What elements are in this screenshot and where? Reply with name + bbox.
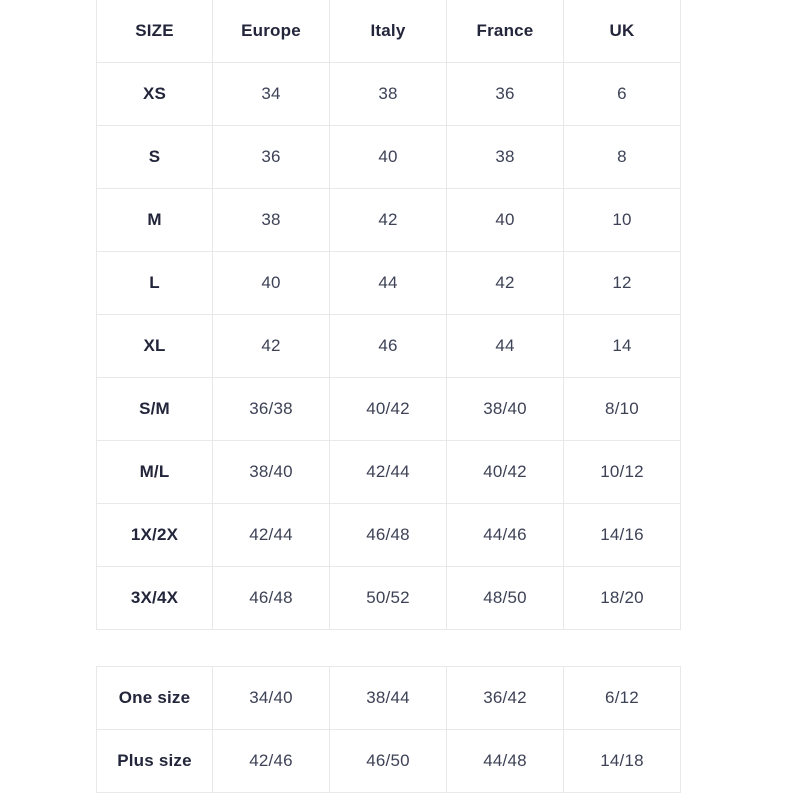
cell-france: 36	[446, 62, 564, 126]
cell-italy: 38/44	[329, 666, 447, 730]
cell-uk: 8	[563, 125, 681, 189]
column-header-size: SIZE	[96, 0, 213, 63]
cell-europe: 34/40	[212, 666, 330, 730]
size-table-body: XS 34 38 36 6 S 36 40 38 8 M 38 42	[96, 62, 681, 630]
table-row: S/M 36/38 40/42 38/40 8/10	[96, 377, 681, 441]
table-row: XL 42 46 44 14	[96, 314, 681, 378]
size-table-header: SIZE Europe Italy France UK	[96, 0, 681, 63]
cell-europe: 42/44	[212, 503, 330, 567]
one-size-plus-size-table-body: One size 34/40 38/44 36/42 6/12 Plus siz…	[96, 666, 681, 793]
cell-size: Plus size	[96, 729, 213, 793]
cell-europe: 42	[212, 314, 330, 378]
cell-size: L	[96, 251, 213, 315]
column-header-uk: UK	[563, 0, 681, 63]
cell-france: 40/42	[446, 440, 564, 504]
cell-uk: 10	[563, 188, 681, 252]
cell-france: 36/42	[446, 666, 564, 730]
cell-italy: 46	[329, 314, 447, 378]
cell-italy: 46/50	[329, 729, 447, 793]
size-conversion-table: SIZE Europe Italy France UK XS 34 38 36 …	[96, 0, 681, 630]
cell-italy: 44	[329, 251, 447, 315]
cell-size: M/L	[96, 440, 213, 504]
cell-europe: 36	[212, 125, 330, 189]
table-row: One size 34/40 38/44 36/42 6/12	[96, 666, 681, 730]
table-row: L 40 44 42 12	[96, 251, 681, 315]
cell-france: 48/50	[446, 566, 564, 630]
table-row: M/L 38/40 42/44 40/42 10/12	[96, 440, 681, 504]
table-row: 1X/2X 42/44 46/48 44/46 14/16	[96, 503, 681, 567]
cell-italy: 42/44	[329, 440, 447, 504]
cell-uk: 6/12	[563, 666, 681, 730]
cell-italy: 38	[329, 62, 447, 126]
one-size-plus-size-table: One size 34/40 38/44 36/42 6/12 Plus siz…	[96, 666, 681, 793]
cell-europe: 34	[212, 62, 330, 126]
cell-france: 38/40	[446, 377, 564, 441]
column-header-europe: Europe	[212, 0, 330, 63]
cell-uk: 12	[563, 251, 681, 315]
cell-france: 40	[446, 188, 564, 252]
cell-size: S	[96, 125, 213, 189]
cell-size: One size	[96, 666, 213, 730]
cell-france: 44	[446, 314, 564, 378]
column-header-italy: Italy	[329, 0, 447, 63]
cell-europe: 46/48	[212, 566, 330, 630]
cell-europe: 42/46	[212, 729, 330, 793]
cell-uk: 14	[563, 314, 681, 378]
cell-france: 44/46	[446, 503, 564, 567]
cell-europe: 38	[212, 188, 330, 252]
table-row: M 38 42 40 10	[96, 188, 681, 252]
cell-uk: 14/16	[563, 503, 681, 567]
cell-size: M	[96, 188, 213, 252]
cell-italy: 40/42	[329, 377, 447, 441]
cell-size: XL	[96, 314, 213, 378]
cell-size: 3X/4X	[96, 566, 213, 630]
one-size-plus-size-table-container: One size 34/40 38/44 36/42 6/12 Plus siz…	[96, 666, 681, 793]
cell-italy: 40	[329, 125, 447, 189]
cell-size: S/M	[96, 377, 213, 441]
cell-italy: 50/52	[329, 566, 447, 630]
cell-france: 44/48	[446, 729, 564, 793]
cell-size: 1X/2X	[96, 503, 213, 567]
cell-italy: 46/48	[329, 503, 447, 567]
cell-uk: 14/18	[563, 729, 681, 793]
cell-europe: 36/38	[212, 377, 330, 441]
cell-uk: 8/10	[563, 377, 681, 441]
cell-uk: 18/20	[563, 566, 681, 630]
table-header-row: SIZE Europe Italy France UK	[96, 0, 681, 63]
cell-europe: 38/40	[212, 440, 330, 504]
table-row: S 36 40 38 8	[96, 125, 681, 189]
cell-uk: 10/12	[563, 440, 681, 504]
size-conversion-table-container: SIZE Europe Italy France UK XS 34 38 36 …	[96, 0, 681, 630]
table-row: Plus size 42/46 46/50 44/48 14/18	[96, 729, 681, 793]
table-row: 3X/4X 46/48 50/52 48/50 18/20	[96, 566, 681, 630]
cell-uk: 6	[563, 62, 681, 126]
cell-italy: 42	[329, 188, 447, 252]
cell-europe: 40	[212, 251, 330, 315]
cell-france: 38	[446, 125, 564, 189]
table-row: XS 34 38 36 6	[96, 62, 681, 126]
cell-france: 42	[446, 251, 564, 315]
cell-size: XS	[96, 62, 213, 126]
column-header-france: France	[446, 0, 564, 63]
